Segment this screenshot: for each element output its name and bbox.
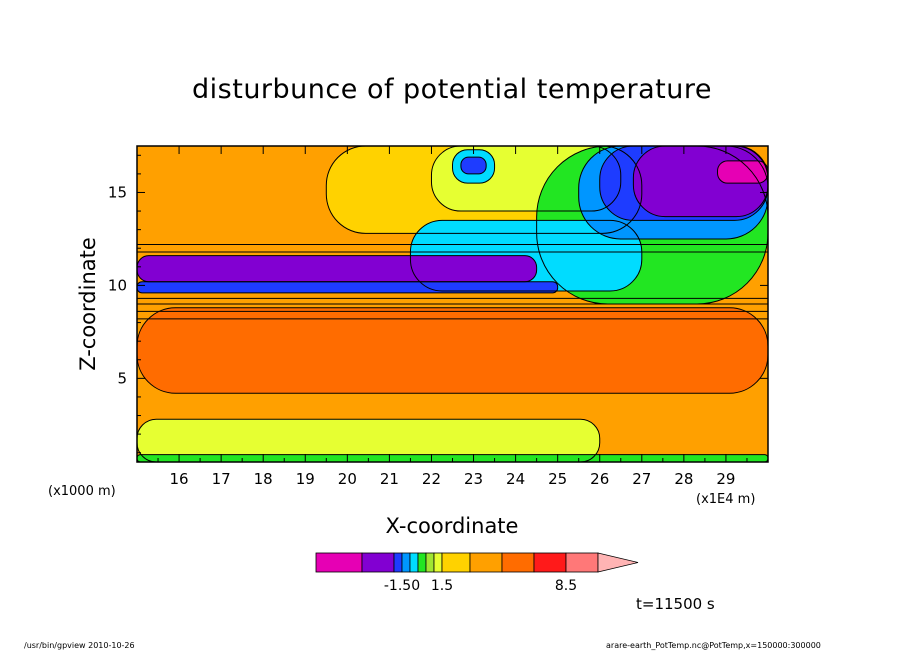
contour-line-dark-orange	[137, 307, 768, 394]
footer-data-source: arare-earth_PotTemp.nc@PotTemp,x=150000:…	[606, 641, 821, 650]
axis-layer: 16 17 18 19 20 21 22 23 24 25 26 27 28 29 5 10 15	[108, 146, 768, 488]
x-tick-label: 21	[380, 470, 399, 488]
x-tick-label: 23	[464, 470, 483, 488]
colorbar-swatch	[433, 552, 443, 573]
y-axis-label: Z-coordinate	[76, 237, 100, 371]
x-tick-label: 27	[632, 470, 651, 488]
x-tick-label: 28	[674, 470, 693, 488]
x-axis-unit-left: (x1000 m)	[48, 484, 116, 499]
contour-line-blue	[137, 281, 559, 294]
x-tick-label: 17	[212, 470, 231, 488]
colorbar-swatch	[425, 552, 435, 573]
contour-region-dark-orange	[137, 307, 768, 394]
contour-line-light-blue	[578, 146, 768, 240]
contour-line-blue	[460, 156, 487, 175]
x-axis-label: X-coordinate	[385, 514, 519, 538]
x-tick-label: 26	[590, 470, 609, 488]
colorbar-swatch	[409, 552, 419, 573]
contour-region-blue	[460, 157, 487, 174]
colorbar-swatch	[417, 552, 427, 573]
colorbar-swatch	[533, 552, 567, 573]
colorbar-swatch	[401, 552, 411, 573]
footer-program-date: /usr/bin/gpview 2010-10-26	[24, 641, 135, 650]
time-label: t=11500 s	[636, 595, 715, 613]
y-tick-label: 10	[108, 276, 127, 294]
colorbar-swatch	[315, 552, 363, 573]
x-axis-unit-right: (x1E4 m)	[696, 492, 756, 507]
x-tick-label: 25	[548, 470, 567, 488]
colorbar-label: 1.5	[431, 578, 453, 594]
colorbar: -1.50 1.5 8.5	[315, 552, 639, 594]
contour-line-blue	[599, 146, 768, 221]
contour-region-magenta	[717, 160, 768, 184]
colorbar-label: 8.5	[555, 578, 577, 594]
y-tick-label: 15	[108, 183, 127, 201]
x-tick-label: 29	[716, 470, 735, 488]
contour-region-yellow	[137, 419, 600, 462]
x-tick-label: 16	[170, 470, 189, 488]
colorbar-swatch	[393, 552, 403, 573]
x-tick-label: 24	[506, 470, 525, 488]
contour-line-yellow-orange	[325, 146, 643, 234]
colorbar-swatch	[469, 552, 503, 573]
colorbar-swatch	[361, 552, 395, 573]
x-tick-label: 20	[338, 470, 357, 488]
colorbar-swatch	[565, 552, 599, 573]
colorbar-swatch	[441, 552, 471, 573]
colorbar-label: -1.50	[384, 578, 420, 594]
x-tick-label: 22	[422, 470, 441, 488]
x-tick-label: 18	[254, 470, 273, 488]
chart-title: disturbunce of potential temperature	[192, 74, 712, 105]
contour-line-magenta	[717, 160, 768, 184]
y-tick-label: 5	[117, 369, 127, 387]
x-tick-label: 19	[296, 470, 315, 488]
contour-region-purple	[137, 255, 537, 282]
contour-region-blue	[137, 281, 558, 293]
contour-line-yellow	[430, 146, 622, 212]
contour-line-yellow	[137, 418, 601, 462]
colorbar-arrow	[597, 552, 639, 573]
colorbar-swatch	[501, 552, 535, 573]
